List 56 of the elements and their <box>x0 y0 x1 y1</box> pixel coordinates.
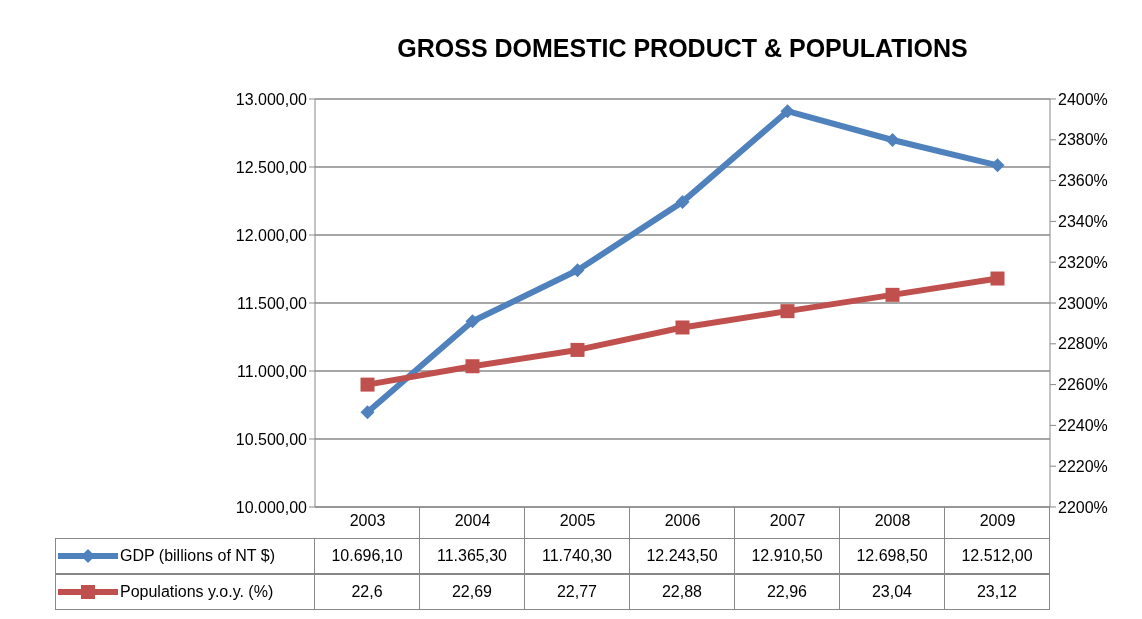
x-tick-label: 2004 <box>454 512 491 530</box>
y2-tick-label: 2400% <box>1058 90 1108 108</box>
y-tick-label: 11.000,00 <box>237 362 308 380</box>
point <box>570 263 585 278</box>
y2-tick-label: 2380% <box>1058 131 1108 149</box>
point <box>885 287 900 302</box>
x-tick-label: 2007 <box>769 512 806 530</box>
point <box>990 158 1005 173</box>
data-label: 11.740,30 <box>525 538 630 574</box>
data-label: 11.365,30 <box>420 538 525 574</box>
x-tick-label: 2006 <box>664 512 701 530</box>
point <box>360 377 375 392</box>
y-tick-label: 13.000,00 <box>235 90 308 108</box>
y2-tick-label: 2360% <box>1058 172 1108 190</box>
point <box>990 271 1005 286</box>
y2-tick-label: 2300% <box>1058 294 1108 312</box>
data-label: 12.512,00 <box>945 538 1050 574</box>
point <box>780 104 795 119</box>
data-label: 23,04 <box>840 574 945 610</box>
y-tick-label: 10.500,00 <box>235 430 308 448</box>
chart-title: GROSS DOMESTIC PRODUCT & POPULATIONS <box>396 34 969 63</box>
y-tick-label: 12.000,00 <box>235 226 308 244</box>
point <box>465 359 480 374</box>
data-label: 12.910,50 <box>735 538 840 574</box>
point <box>465 314 480 329</box>
data-label: 12.698,50 <box>840 538 945 574</box>
y-tick-label: 10.000,00 <box>235 498 308 516</box>
data-label: 12.243,50 <box>630 538 735 574</box>
y-tick-label: 12.500,00 <box>235 158 308 176</box>
point <box>360 405 375 420</box>
x-tick-label: 2008 <box>874 512 911 530</box>
point <box>780 304 795 319</box>
point <box>885 133 900 147</box>
data-label: 22,88 <box>630 574 735 610</box>
data-label: 23,12 <box>945 574 1050 610</box>
x-tick-label: 2009 <box>979 512 1016 530</box>
y2-tick-label: 2240% <box>1058 417 1108 435</box>
x-tick-label: 2003 <box>349 512 386 530</box>
data-label: 22,6 <box>315 574 420 610</box>
data-label: 10.696,10 <box>315 538 420 574</box>
y2-tick-label: 2280% <box>1058 335 1108 353</box>
legend-label: Populations y.o.y. (%) <box>120 583 274 601</box>
y2-tick-label: 2200% <box>1058 498 1108 516</box>
legend-label: GDP (billions of NT $) <box>120 547 276 565</box>
x-tick-label: 2005 <box>559 512 596 530</box>
data-label: 22,77 <box>525 574 630 610</box>
y2-tick-label: 2260% <box>1058 376 1108 394</box>
data-label: 22,69 <box>420 574 525 610</box>
data-label: 22,96 <box>735 574 840 610</box>
y-tick-label: 11.500,00 <box>237 294 308 312</box>
point <box>675 320 690 335</box>
point <box>570 342 585 357</box>
y2-tick-label: 2320% <box>1058 253 1108 271</box>
point <box>675 194 690 209</box>
y2-tick-label: 2220% <box>1058 457 1108 475</box>
y2-tick-label: 2340% <box>1058 213 1108 231</box>
